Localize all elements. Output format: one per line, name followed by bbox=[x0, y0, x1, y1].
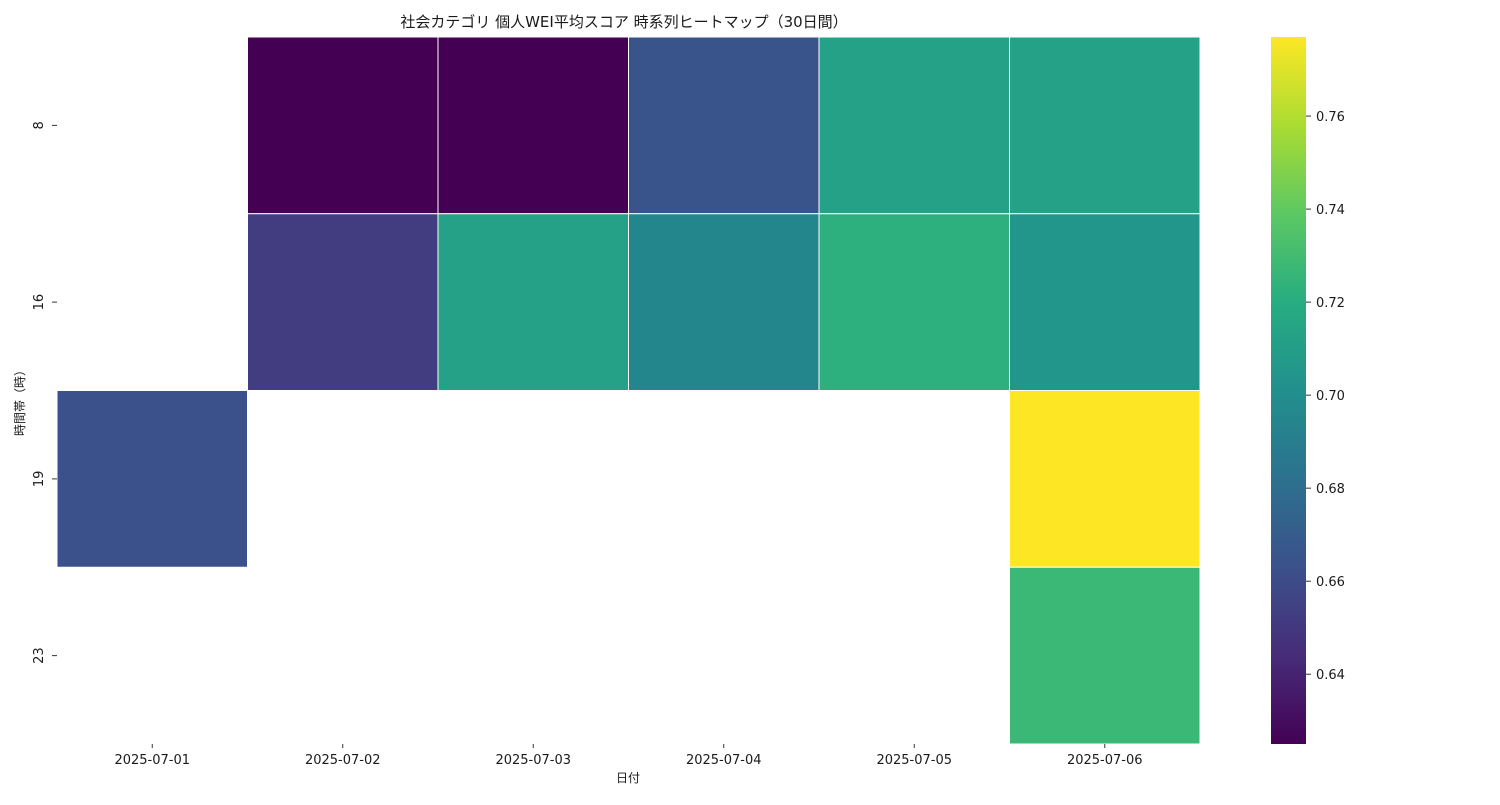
y-axis-label: 時間帯（時） bbox=[13, 364, 27, 436]
heatmap-cell bbox=[818, 213, 1010, 391]
colorbar-ticks: 0.64 0.66 0.68 0.70 0.72 0.74 0.76 bbox=[1306, 110, 1345, 683]
chart-title: 社会カテゴリ 個人WEI平均スコア 時系列ヒートマップ（30日間） bbox=[400, 13, 847, 31]
heatmap-cell bbox=[628, 36, 820, 215]
y-tick-label: 23 bbox=[32, 647, 47, 664]
y-tick-label: 8 bbox=[32, 121, 47, 129]
x-tick-label: 2025-07-03 bbox=[495, 753, 571, 768]
colorbar-tick-label: 0.74 bbox=[1316, 203, 1345, 218]
colorbar-tick-label: 0.64 bbox=[1316, 668, 1345, 683]
x-tick-label: 2025-07-02 bbox=[305, 753, 381, 768]
colorbar-tick-label: 0.68 bbox=[1316, 482, 1345, 497]
x-tick-label: 2025-07-04 bbox=[686, 753, 762, 768]
x-axis-ticks: 2025-07-01 2025-07-02 2025-07-03 2025-07-04… bbox=[114, 744, 1143, 768]
x-tick-label: 2025-07-05 bbox=[876, 753, 952, 768]
x-tick-label: 2025-07-06 bbox=[1067, 753, 1143, 768]
y-axis-ticks: 8 16 19 23 bbox=[32, 121, 57, 664]
heatmap-cell bbox=[247, 213, 439, 391]
heatmap-cell bbox=[628, 213, 820, 391]
colorbar-tick-label: 0.76 bbox=[1316, 110, 1345, 125]
y-tick-label: 16 bbox=[32, 294, 47, 311]
x-tick-label: 2025-07-01 bbox=[114, 753, 190, 768]
heatmap-cell bbox=[1009, 213, 1201, 391]
heatmap-cell bbox=[56, 390, 248, 568]
x-axis-label: 日付 bbox=[616, 771, 640, 785]
heatmap-cell bbox=[1009, 36, 1201, 215]
colorbar-tick-label: 0.66 bbox=[1316, 575, 1345, 590]
colorbar-tick-label: 0.72 bbox=[1316, 296, 1345, 311]
y-tick-label: 19 bbox=[32, 471, 47, 488]
heatmap-cell bbox=[1009, 566, 1201, 745]
heatmap-cell bbox=[437, 213, 629, 391]
colorbar-tick-label: 0.70 bbox=[1316, 389, 1345, 404]
heatmap-cells bbox=[56, 36, 1201, 745]
colorbar bbox=[1271, 37, 1306, 744]
heatmap-cell bbox=[247, 36, 439, 215]
heatmap-cell bbox=[437, 36, 629, 215]
heatmap-cell bbox=[1009, 390, 1201, 568]
heatmap-cell bbox=[818, 36, 1010, 215]
